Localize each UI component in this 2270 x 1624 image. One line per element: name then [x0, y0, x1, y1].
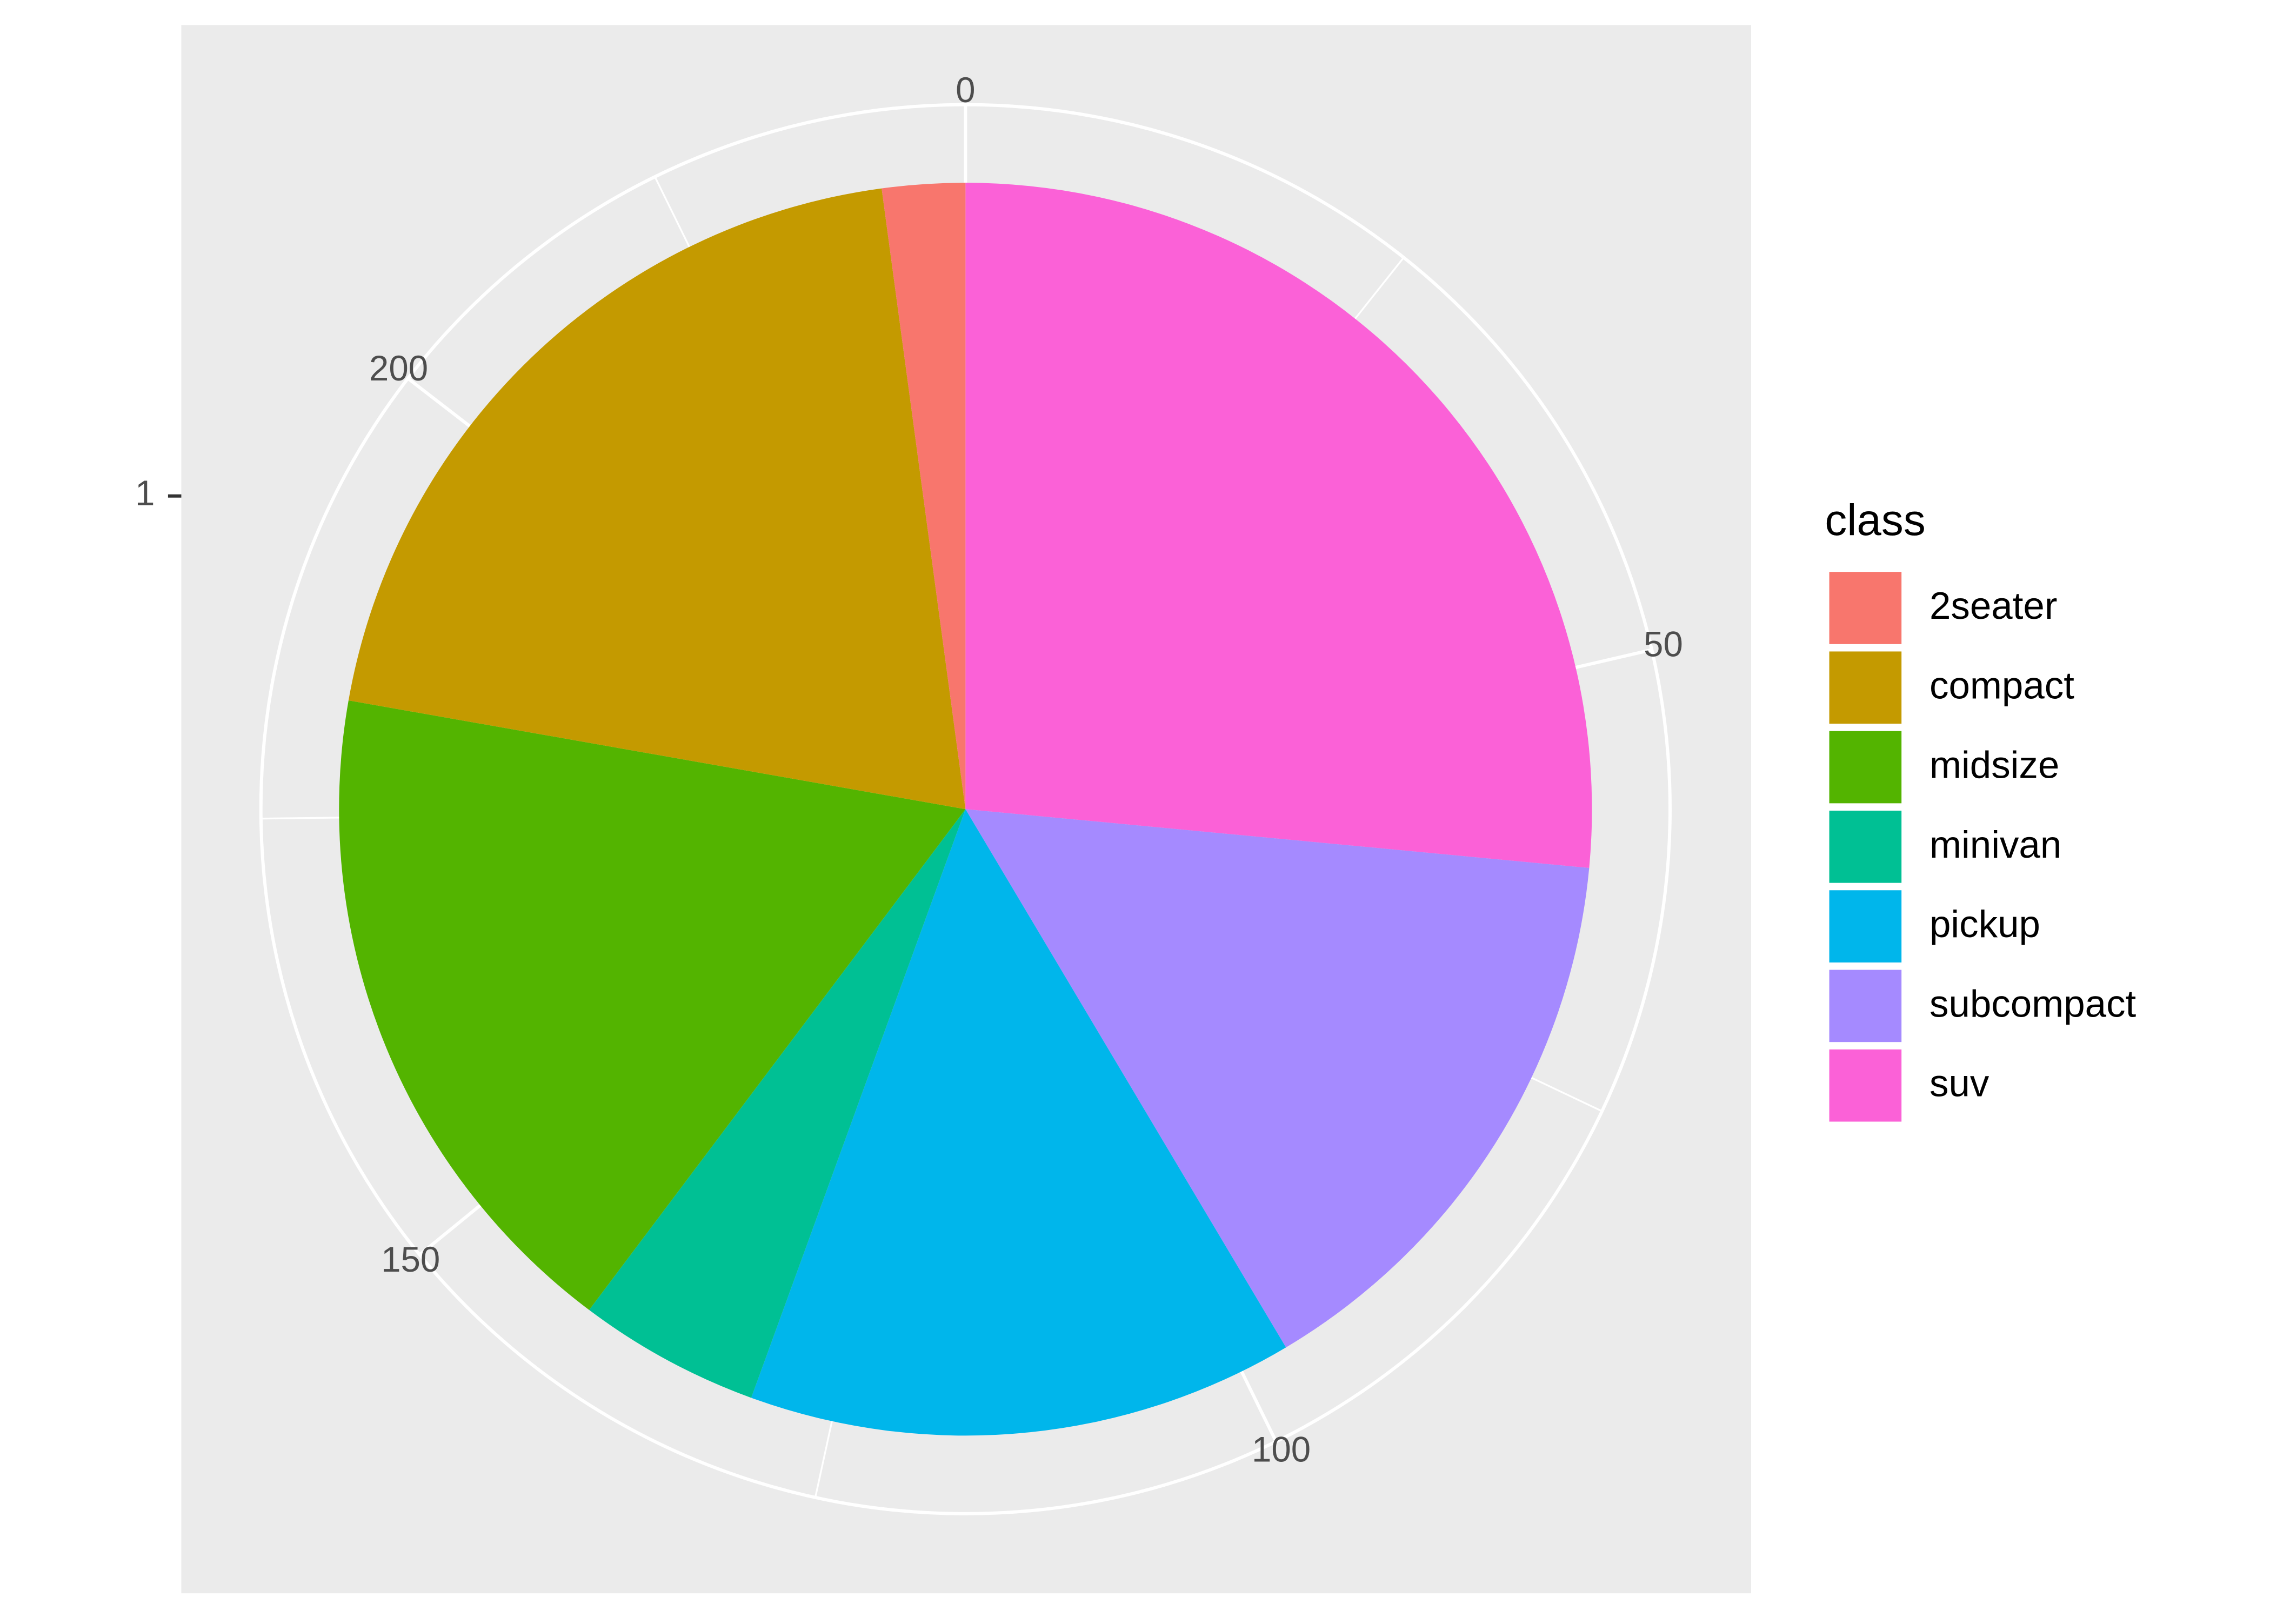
- x-tick-label: 200: [369, 349, 428, 388]
- pie-slice: [965, 183, 1592, 868]
- legend-label: 2seater: [1929, 585, 2057, 627]
- pie-slice: [348, 188, 966, 810]
- legend-label: minivan: [1929, 824, 2061, 866]
- legend-key: [1826, 569, 1905, 647]
- legend-label: suv: [1929, 1062, 1989, 1105]
- legend-label: midsize: [1929, 744, 2059, 787]
- x-tick-label: 150: [381, 1240, 440, 1279]
- legend-key: [1826, 649, 1905, 727]
- pie-slice: [589, 809, 966, 1398]
- legend-key: [1826, 887, 1905, 966]
- legend-title: class: [1825, 496, 1925, 545]
- x-tick-label: 50: [1644, 625, 1683, 664]
- pie-slice: [882, 183, 966, 810]
- legend-label: subcompact: [1929, 983, 2137, 1025]
- y-tick-label: 1: [135, 473, 155, 513]
- legend-key: [1826, 967, 1905, 1045]
- legend-label: pickup: [1929, 903, 2040, 946]
- legend-label: compact: [1929, 664, 2074, 707]
- pie-slice: [339, 700, 966, 1310]
- legend-key: [1826, 807, 1905, 886]
- legend-key: [1826, 1046, 1905, 1125]
- pie-slice: [965, 809, 1590, 1348]
- x-tick-label: 100: [1252, 1429, 1311, 1469]
- legend-key: [1826, 728, 1905, 806]
- pie-slice: [751, 809, 1286, 1436]
- x-tick-label: 0: [956, 70, 975, 110]
